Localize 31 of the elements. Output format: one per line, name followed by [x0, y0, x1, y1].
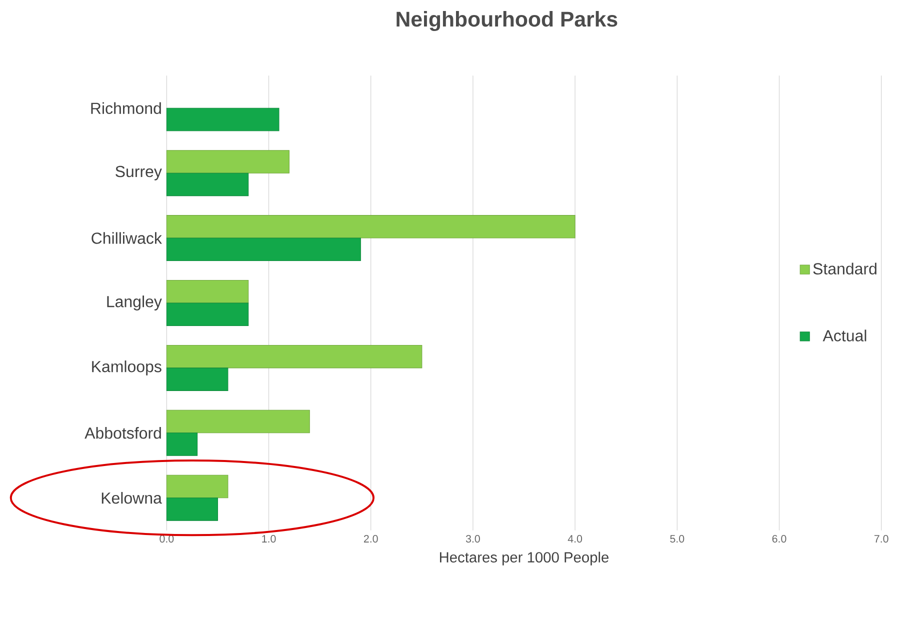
bar — [166, 215, 576, 238]
y-tick-label: Kelowna — [102, 492, 162, 504]
chart-title: Neighbourhood Parks — [396, 11, 618, 32]
y-tick-label: Chilliwack — [92, 232, 162, 244]
x-tick-label: 1.0 — [262, 535, 276, 543]
bar — [166, 432, 198, 456]
bar — [166, 498, 218, 521]
bar — [166, 344, 422, 368]
y-tick-label: Surrey — [116, 166, 162, 180]
bar — [166, 150, 290, 174]
bar — [166, 474, 228, 498]
x-tick-label: 2.0 — [364, 535, 378, 543]
bar — [166, 238, 361, 262]
x-tick-label: 6.0 — [772, 535, 786, 543]
y-tick-label: Kamloops — [92, 360, 162, 376]
bar — [166, 108, 280, 132]
y-tick-label: Langley — [107, 296, 162, 310]
x-tick-label: 7.0 — [874, 535, 888, 543]
legend-label: Actual — [822, 330, 866, 342]
bar — [166, 302, 249, 326]
y-tick-label: Richmond — [91, 102, 161, 114]
y-tick-label: Abbotsford — [84, 427, 161, 439]
x-tick-label: 3.0 — [466, 535, 480, 543]
x-tick-label: 4.0 — [568, 535, 582, 543]
bar — [166, 410, 310, 434]
bar — [166, 172, 249, 196]
x-axis-title: Hectares per 1000 People — [440, 552, 609, 566]
legend-label: Standard — [813, 262, 876, 274]
bar — [166, 368, 228, 391]
bar — [166, 280, 249, 304]
x-tick-label: 5.0 — [670, 535, 684, 543]
